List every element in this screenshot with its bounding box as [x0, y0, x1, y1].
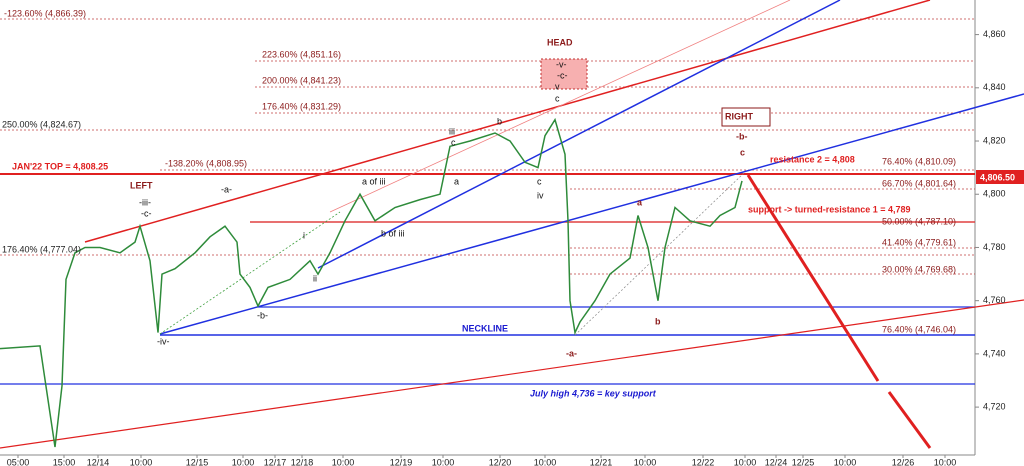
annotation: 176.40% (4,831.29): [262, 101, 341, 111]
annotation: a: [454, 176, 459, 186]
y-tick-label: 4,760: [983, 295, 1006, 305]
annotation: c: [537, 176, 542, 186]
head-box: [540, 58, 588, 90]
annotation: JAN'22 TOP = 4,808.25: [12, 161, 108, 171]
levels: [0, 18, 975, 385]
annotation: support -> turned-resistance 1 = 4,789: [748, 204, 911, 214]
x-tick-label: 12/21: [590, 457, 613, 466]
annotation: -a-: [566, 348, 577, 358]
x-tick-label: 10:00: [734, 457, 757, 466]
annotation: 250.00% (4,824.67): [2, 119, 81, 129]
annotation: ii: [313, 273, 317, 283]
x-tick-label: 10:00: [834, 457, 857, 466]
annotation: 41.40% (4,779.61): [882, 237, 956, 247]
x-tick-label: 10:00: [332, 457, 355, 466]
x-tick-label: 12/22: [692, 457, 715, 466]
x-tick-label: 12/26: [892, 457, 915, 466]
blue-trend: [317, 0, 841, 269]
annotation: -138.20% (4,808.95): [165, 158, 247, 168]
x-tick-label: 10:00: [130, 457, 153, 466]
annotation: a of iii: [362, 176, 386, 186]
annotation: 76.40% (4,810.09): [882, 156, 956, 166]
y-tick-label: 4,780: [983, 242, 1006, 252]
right-box: [721, 107, 771, 127]
annotation: -iii-: [139, 197, 151, 207]
y-tick-label: 4,860: [983, 29, 1006, 39]
annotation: -iv-: [157, 336, 170, 346]
annotation: v: [555, 81, 560, 91]
thin-trend: [329, 0, 791, 213]
annotation: -b-: [736, 131, 748, 141]
annotation: LEFT: [130, 180, 153, 190]
annotation: HEAD: [547, 37, 573, 47]
annotation: -c-: [557, 70, 568, 80]
y-tick-label: 4,800: [983, 189, 1006, 199]
forecast-arrow: [746, 174, 880, 382]
y-tick-label: 4,820: [983, 135, 1006, 145]
annotation: 66.70% (4,801.64): [882, 178, 956, 188]
annotation: -v-: [556, 59, 567, 69]
y-tick-label: 4,840: [983, 82, 1006, 92]
forecast-arrow: [887, 391, 932, 449]
annotation: i: [303, 230, 305, 240]
annotation: b: [497, 116, 502, 126]
annotation: 76.40% (4,746.04): [882, 324, 956, 334]
channel-top: [84, 0, 931, 243]
x-tick-label: 12/19: [390, 457, 413, 466]
annotation: resistance 2 = 4,808: [770, 154, 855, 164]
x-tick-label: 10:00: [432, 457, 455, 466]
annotation: -c-: [141, 208, 152, 218]
annotation: 176.40% (4,777.04): [2, 244, 81, 254]
x-tick-label: 12/20: [489, 457, 512, 466]
x-tick-label: 10:00: [534, 457, 557, 466]
x-tick-label: 12/25: [792, 457, 815, 466]
x-tick-label: 12/15: [186, 457, 209, 466]
channel-bottom: [0, 299, 1024, 449]
annotation: 4,806.50: [980, 172, 1015, 182]
x-tick-label: 12/18: [291, 457, 314, 466]
x-tick-label: 15:00: [53, 457, 76, 466]
y-tick-label: 4,720: [983, 401, 1006, 411]
dotted-trend: [574, 171, 746, 336]
annotation: a: [637, 197, 643, 207]
annotation: July high 4,736 = key support: [530, 388, 657, 398]
blue-trend: [159, 93, 1024, 335]
annotation: c: [740, 147, 745, 157]
annotation: -a-: [221, 184, 232, 194]
annotation: b: [655, 316, 661, 326]
x-tick-label: 10:00: [934, 457, 957, 466]
x-tick-label: 12/14: [87, 457, 110, 466]
annotation: c: [555, 93, 560, 103]
annotation: 200.00% (4,841.23): [262, 75, 341, 85]
x-tick-label: 12/17: [264, 457, 287, 466]
annotation: NECKLINE: [462, 323, 508, 333]
annotation: 50.00% (4,787.10): [882, 216, 956, 226]
annotation: iii: [449, 126, 455, 136]
price-box: [976, 170, 1024, 184]
x-tick-label: 05:00: [7, 457, 30, 466]
plot-area: [0, 0, 975, 455]
trendlines: [0, 0, 1024, 449]
x-tick-label: 10:00: [634, 457, 657, 466]
dotted-trend: [159, 211, 341, 335]
annotation: 223.60% (4,851.16): [262, 49, 341, 59]
annotation: iv: [537, 190, 544, 200]
annotation: 30.00% (4,769.68): [882, 264, 956, 274]
x-tick-label: 12/24: [765, 457, 788, 466]
price-line: [0, 117, 743, 448]
annotation: b of iii: [381, 228, 405, 238]
annotation: c: [451, 137, 456, 147]
x-tick-label: 10:00: [232, 457, 255, 466]
y-tick-label: 4,740: [983, 348, 1006, 358]
annotation: RIGHT: [725, 111, 754, 121]
annotation: -b-: [257, 310, 268, 320]
annotation: -123.60% (4,866.39): [4, 8, 86, 18]
